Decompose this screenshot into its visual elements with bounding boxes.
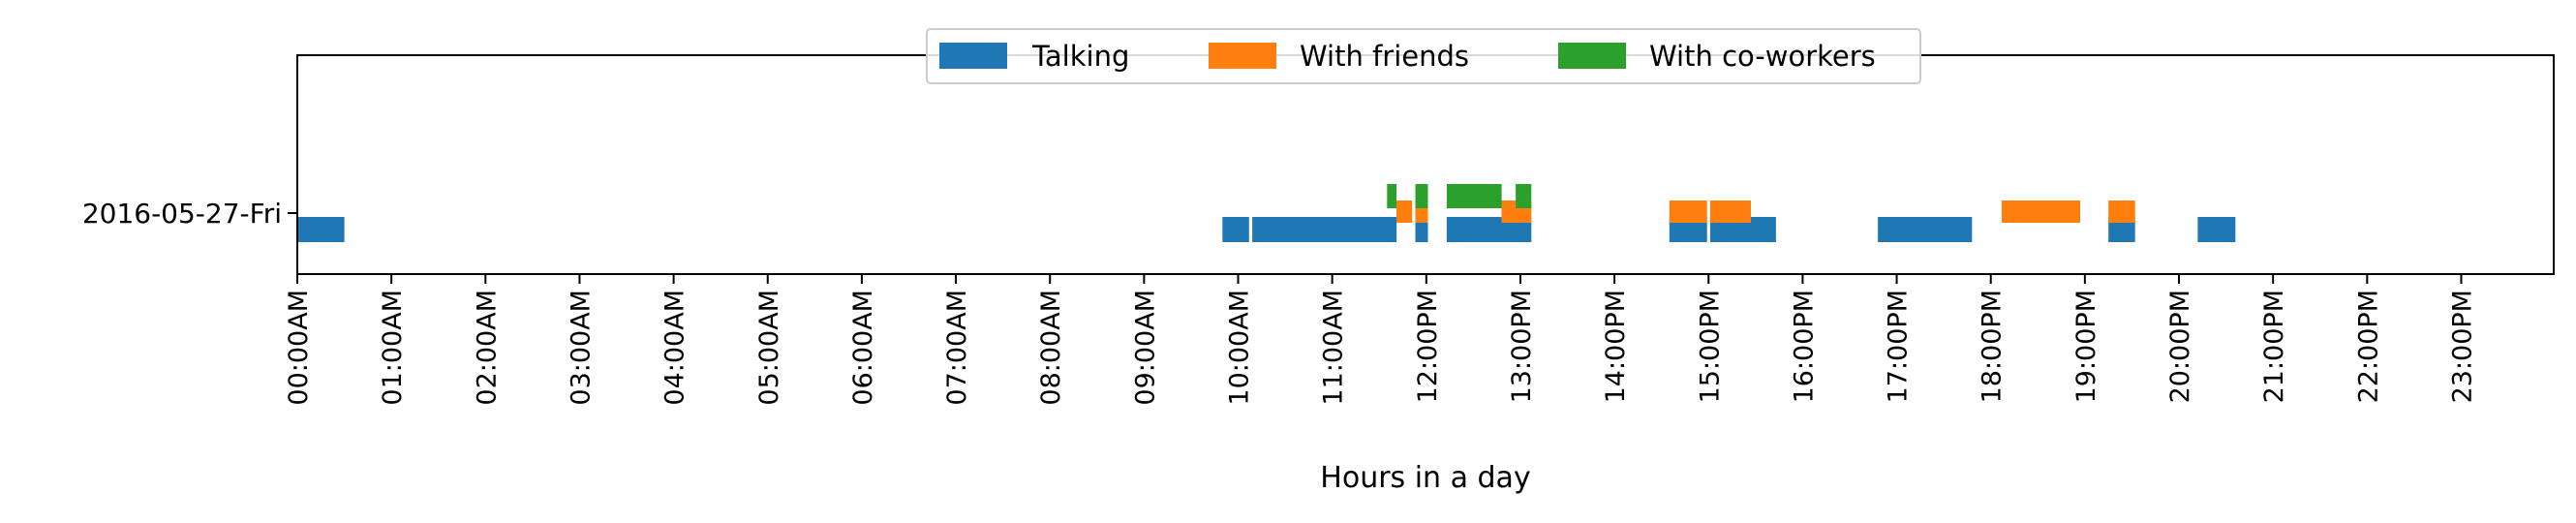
bar-talking	[297, 217, 345, 242]
x-tick-label: 22:00PM	[2353, 290, 2383, 403]
x-tick-label: 14:00PM	[1601, 290, 1631, 403]
x-tick-label: 07:00AM	[942, 290, 972, 406]
x-tick-label: 05:00AM	[754, 290, 784, 406]
x-tick-label: 18:00PM	[1978, 290, 2008, 403]
bar-with-friends	[2108, 200, 2135, 223]
legend-entry-label: With co-workers	[1649, 40, 1876, 73]
legend: Talking With friends With co-workers	[926, 28, 1921, 84]
x-tick-label: 13:00PM	[1507, 290, 1537, 403]
x-tick-label: 02:00AM	[472, 290, 502, 406]
x-tick-label: 15:00PM	[1695, 290, 1725, 403]
legend-frame	[926, 28, 1921, 84]
x-tick-label: 01:00AM	[378, 290, 408, 406]
legend-entry-label: With friends	[1300, 40, 1469, 73]
x-tick-label: 03:00AM	[566, 290, 596, 406]
y-axis: 2016-05-27-Fri	[82, 198, 297, 230]
x-tick-label: 09:00AM	[1130, 290, 1160, 406]
legend-swatch	[1558, 43, 1626, 69]
x-tick-label: 21:00PM	[2259, 290, 2289, 403]
x-axis: 00:00AM 01:00AM 02:00AM 03:00AM 04:00AM 05:00…	[284, 274, 2477, 406]
legend-swatch	[939, 43, 1007, 69]
legend-swatch	[1209, 43, 1276, 69]
bar-talking	[1878, 217, 1973, 242]
bar-with-friends	[1669, 200, 1707, 223]
x-tick-label: 20:00PM	[2165, 290, 2195, 403]
x-tick-label: 10:00AM	[1225, 290, 1255, 406]
x-tick-label: 12:00PM	[1413, 290, 1443, 403]
bar-with-friends	[1396, 200, 1413, 223]
bar-talking	[2197, 217, 2236, 242]
x-tick-label: 17:00PM	[1884, 290, 1914, 403]
bar-with-co-workers	[1516, 184, 1532, 208]
x-tick-label: 23:00PM	[2447, 290, 2477, 403]
x-tick-label: 11:00AM	[1319, 290, 1349, 406]
bar-with-co-workers	[1387, 184, 1396, 208]
x-tick-label: 04:00AM	[660, 290, 690, 406]
legend-entry-label: Talking	[1031, 40, 1129, 73]
bar-with-co-workers	[1446, 184, 1502, 208]
x-tick-label: 00:00AM	[284, 290, 314, 406]
bar-talking	[1252, 217, 1397, 242]
bar-with-friends	[1709, 200, 1751, 223]
x-tick-label: 08:00AM	[1036, 290, 1066, 406]
x-axis-label: Hours in a day	[1320, 461, 1530, 495]
y-tick-label: 2016-05-27-Fri	[82, 198, 282, 230]
x-tick-label: 19:00PM	[2071, 290, 2101, 403]
bar-with-co-workers	[1415, 184, 1428, 208]
bar-with-friends	[2002, 200, 2080, 223]
bar-talking	[1222, 217, 1249, 242]
bars-layer	[297, 184, 2236, 242]
x-tick-label: 06:00AM	[848, 290, 878, 406]
bar-talking	[1415, 217, 1428, 242]
x-tick-label: 16:00PM	[1789, 290, 1819, 403]
